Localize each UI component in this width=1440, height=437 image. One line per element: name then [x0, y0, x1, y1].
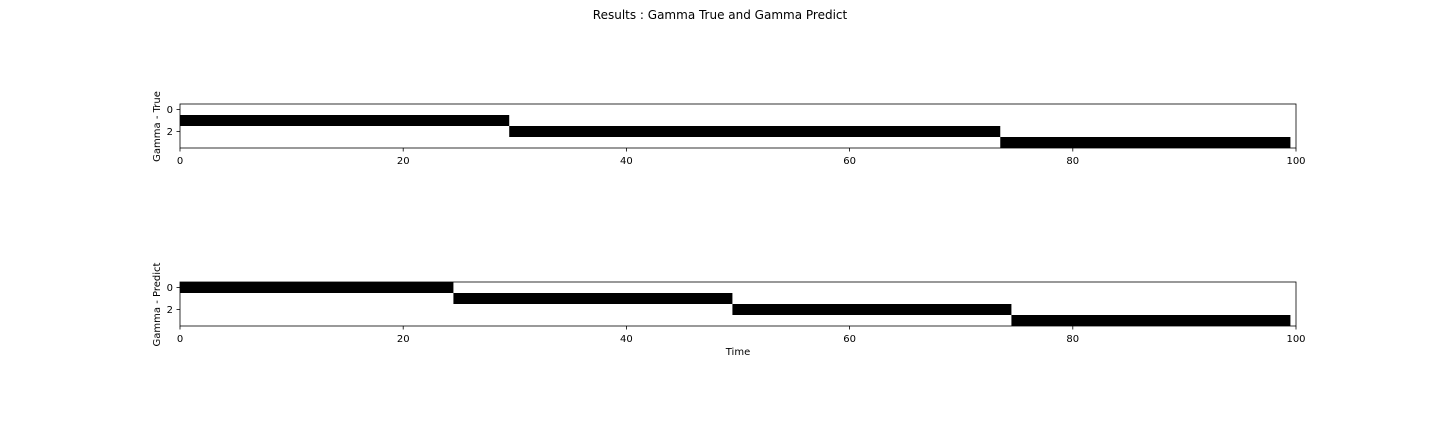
- gamma-predict-ylabel: Gamma - Predict: [152, 262, 163, 346]
- gamma-true-segment-state-3: [1000, 137, 1291, 148]
- gamma-predict-segment-state-0: [180, 282, 454, 293]
- gamma-true-xtick-label: 20: [397, 156, 410, 167]
- gamma-predict-xtick-label: 60: [843, 334, 856, 345]
- gamma-predict-ytick-label: 0: [167, 283, 173, 294]
- gamma-true-ytick-label: 0: [167, 105, 173, 116]
- gamma-true-xtick-label: 100: [1286, 156, 1305, 167]
- gamma-true-xtick-label: 0: [177, 156, 183, 167]
- gamma-true-panel: Gamma - True 0 20 40 60 80 100 0 2: [152, 91, 1306, 167]
- gamma-predict-segment-state-1: [453, 293, 733, 304]
- gamma-predict-segment-state-2: [732, 304, 1012, 315]
- gamma-predict-ytick-label: 2: [167, 305, 173, 316]
- gamma-true-xtick-label: 80: [1066, 156, 1079, 167]
- gamma-predict-segment-state-3: [1011, 315, 1291, 326]
- gamma-true-segment-state-1: [180, 115, 510, 126]
- gamma-predict-xtick-label: 20: [397, 334, 410, 345]
- gamma-true-ylabel: Gamma - True: [152, 91, 163, 162]
- gamma-true-xtick-label: 60: [843, 156, 856, 167]
- gamma-predict-xtick-label: 40: [620, 334, 633, 345]
- gamma-predict-xtick-label: 100: [1286, 334, 1305, 345]
- gamma-predict-axes-frame: [179, 281, 1297, 327]
- gamma-predict-panel: Gamma - Predict Time 0 20 40 60 80 100 0 2: [152, 262, 1306, 358]
- gamma-predict-xtick-label: 80: [1066, 334, 1079, 345]
- gamma-true-xtick-label: 40: [620, 156, 633, 167]
- gamma-predict-xtick-label: 0: [177, 334, 183, 345]
- time-xlabel: Time: [725, 347, 750, 358]
- figure-title: Results : Gamma True and Gamma Predict: [593, 8, 848, 22]
- gamma-true-ytick-label: 2: [167, 127, 173, 138]
- gamma-true-segment-state-2: [509, 126, 1001, 137]
- gamma-true-axes-frame: [179, 103, 1297, 149]
